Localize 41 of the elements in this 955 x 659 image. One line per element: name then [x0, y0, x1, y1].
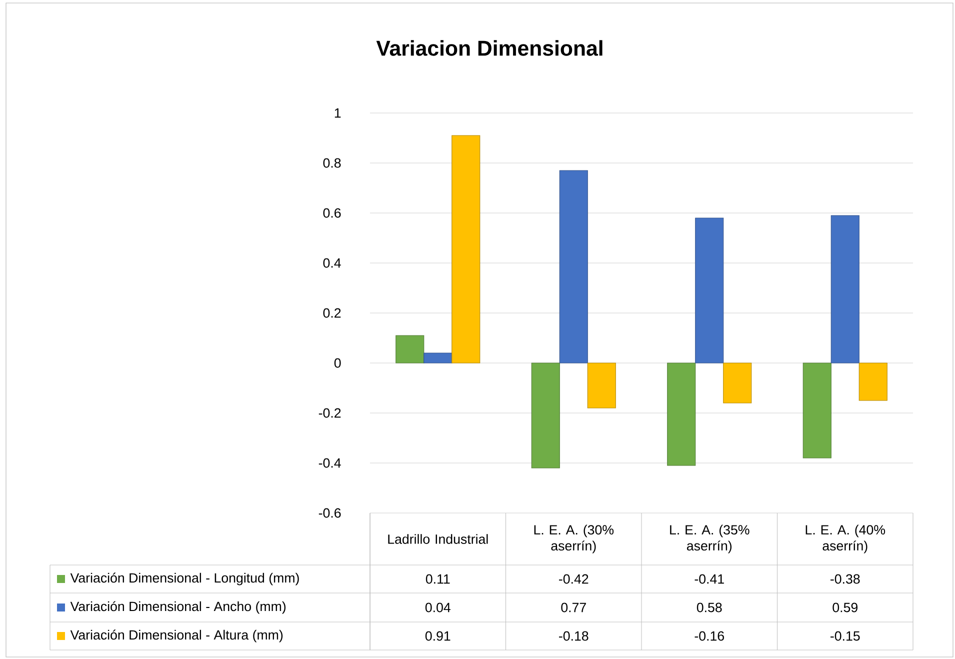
- data-label: -0.18: [559, 631, 588, 641]
- x-tick-label: L. E. A. (35% aserrín): [670, 524, 750, 554]
- bar: [559, 170, 588, 364]
- data-label: -0.38: [830, 574, 860, 584]
- data-label: 0.11: [426, 574, 450, 584]
- bar: [830, 215, 860, 364]
- legend-label: Variación Dimensional - Ancho (mm): [70, 601, 286, 614]
- y-tick-label: -0.6: [318, 508, 341, 518]
- x-tick-label: L. E. A. (40% aserrín): [806, 524, 886, 554]
- data-label: 0.91: [425, 631, 450, 641]
- bar: [424, 352, 452, 364]
- bar: [531, 362, 560, 468]
- bar: [396, 335, 424, 364]
- y-tick-label: -0.4: [318, 458, 341, 468]
- data-label: -0.15: [830, 631, 860, 641]
- y-tick-label: 0.6: [323, 208, 341, 218]
- bar: [667, 362, 696, 466]
- data-label: 0.59: [832, 602, 858, 612]
- legend-label: Variación Dimensional - Altura (mm): [70, 630, 283, 642]
- data-label: -0.16: [694, 631, 724, 641]
- y-tick-label: 0.2: [323, 308, 341, 318]
- data-label: -0.41: [694, 574, 724, 584]
- legend-label: Variación Dimensional - Longitud (mm): [70, 572, 299, 586]
- data-label: -0.42: [559, 574, 588, 584]
- bar: [858, 362, 888, 401]
- bar: [802, 362, 832, 458]
- y-tick-label: 1: [334, 108, 341, 118]
- bar: [723, 362, 752, 404]
- x-tick-label: L. E. A. (30% aserrín): [534, 524, 614, 554]
- data-label: 0.58: [696, 602, 722, 612]
- data-label: 0.04: [425, 602, 450, 612]
- data-label: 0.77: [561, 602, 586, 612]
- y-tick-label: -0.2: [318, 408, 341, 418]
- bar: [695, 218, 724, 364]
- y-tick-label: 0.4: [323, 258, 341, 268]
- bar: [587, 362, 616, 408]
- x-tick-label: Ladrillo Industrial: [388, 534, 488, 544]
- y-tick-label: 0.8: [323, 158, 341, 168]
- bar: [452, 135, 480, 364]
- y-tick-label: 0: [334, 358, 341, 368]
- chart-title: Variacion Dimensional: [376, 40, 602, 56]
